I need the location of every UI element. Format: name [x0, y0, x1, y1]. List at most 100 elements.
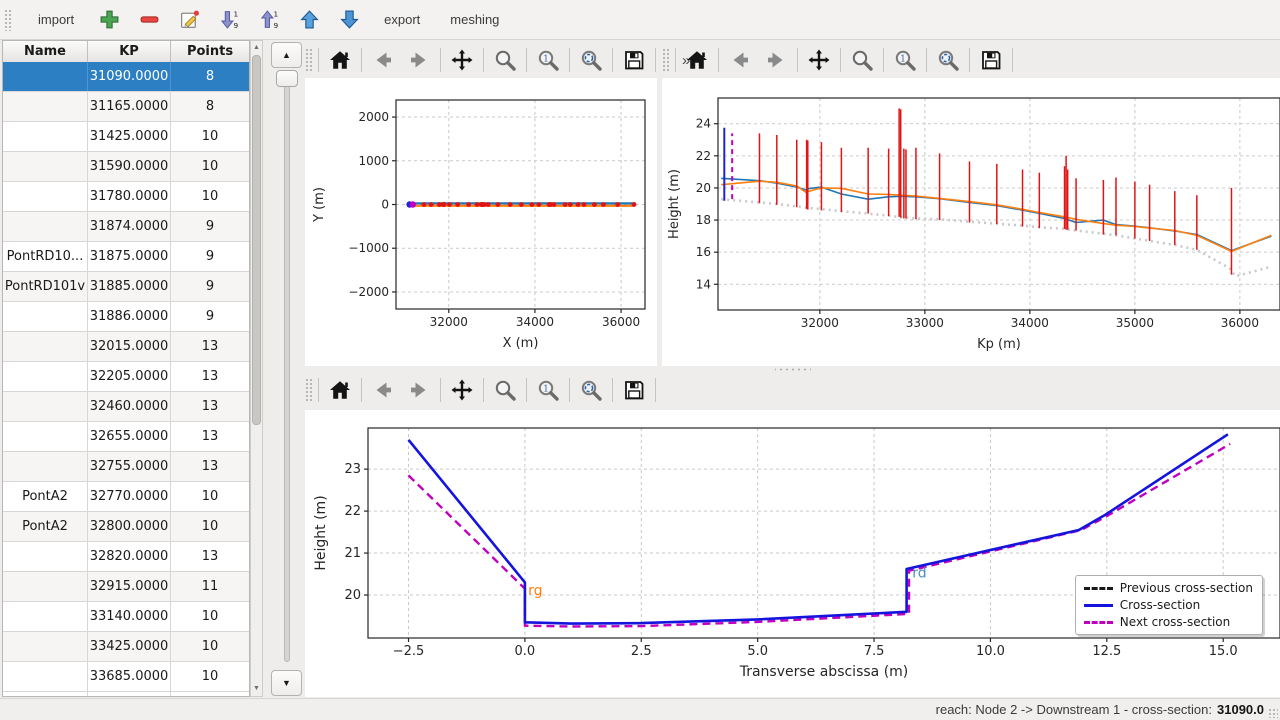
remove-section-button[interactable] [136, 7, 162, 33]
name-cell[interactable]: PontRD101v [3, 272, 88, 301]
table-row[interactable]: PontA2 32770.0000 10 [3, 482, 249, 512]
name-cell[interactable] [3, 122, 88, 151]
points-cell[interactable]: 13 [201, 549, 219, 564]
points-cell[interactable]: 10 [201, 519, 219, 534]
kp-cell[interactable]: 33140.0000 [88, 602, 171, 631]
home-button[interactable] [325, 46, 355, 74]
zoom-in-one-button[interactable]: 1 [890, 46, 920, 74]
section-slider-handle[interactable] [276, 70, 298, 87]
zoom-in-one-button[interactable]: 1 [533, 46, 563, 74]
zoom-button[interactable] [847, 46, 877, 74]
kp-cell[interactable]: 31780.0000 [88, 182, 171, 211]
name-cell[interactable] [3, 362, 88, 391]
kp-cell[interactable]: 32655.0000 [88, 422, 171, 451]
zoom-button[interactable] [490, 376, 520, 404]
toolbar-drag-handle[interactable] [305, 378, 312, 402]
table-row[interactable]: 32755.0000 13 [3, 452, 249, 482]
table-row[interactable]: 33425.0000 10 [3, 632, 249, 662]
table-row[interactable]: 31090.0000 8 [3, 62, 249, 92]
points-cell[interactable]: 10 [201, 129, 219, 144]
table-row[interactable]: 32015.0000 13 [3, 332, 249, 362]
kp-cell[interactable]: 31885.0000 [88, 272, 171, 301]
pan-button[interactable] [804, 46, 834, 74]
points-cell[interactable]: 13 [201, 399, 219, 414]
profile-view-figure[interactable]: 32000 33000 34000 35000 36000 14 16 18 20 22 24 Kp … [662, 78, 1280, 366]
table-row-partial[interactable] [3, 692, 249, 696]
name-cell[interactable] [3, 452, 88, 481]
scrollbar-thumb[interactable] [252, 55, 261, 425]
move-down-button[interactable] [336, 7, 362, 33]
name-cell[interactable] [3, 572, 88, 601]
pan-button[interactable] [447, 46, 477, 74]
name-cell[interactable] [3, 542, 88, 571]
kp-cell[interactable]: 32800.0000 [88, 512, 171, 541]
save-button[interactable] [619, 46, 649, 74]
kp-cell[interactable]: 32205.0000 [88, 362, 171, 391]
points-cell[interactable]: 10 [201, 639, 219, 654]
table-row[interactable]: PontRD10... 31875.0000 9 [3, 242, 249, 272]
table-row[interactable]: 32820.0000 13 [3, 542, 249, 572]
name-cell[interactable] [3, 632, 88, 661]
name-cell[interactable] [3, 422, 88, 451]
toolbar-drag-handle[interactable] [305, 48, 312, 72]
kp-cell[interactable]: 32820.0000 [88, 542, 171, 571]
points-cell[interactable]: 9 [205, 219, 215, 234]
name-cell[interactable] [3, 662, 88, 691]
table-row[interactable]: 33140.0000 10 [3, 602, 249, 632]
points-cell[interactable]: 10 [201, 609, 219, 624]
kp-cell[interactable]: 31165.0000 [88, 92, 171, 121]
name-cell[interactable] [3, 302, 88, 331]
export-button[interactable]: export [384, 12, 421, 27]
next-section-button[interactable]: ▼ [271, 670, 302, 696]
toolbar-drag-handle[interactable] [4, 8, 12, 31]
toolbar-overflow-button[interactable]: » [682, 51, 691, 69]
pan-button[interactable] [447, 376, 477, 404]
points-cell[interactable]: 13 [201, 339, 219, 354]
points-cell[interactable]: 9 [205, 249, 215, 264]
table-row[interactable]: PontA2 32800.0000 10 [3, 512, 249, 542]
kp-cell[interactable]: 32770.0000 [88, 482, 171, 511]
zoom-in-one-button[interactable]: 1 [533, 376, 563, 404]
zoom-sync-button[interactable] [576, 46, 606, 74]
table-row[interactable]: 31886.0000 9 [3, 302, 249, 332]
column-header-name[interactable]: Name [3, 41, 88, 62]
name-cell[interactable] [3, 92, 88, 121]
table-row[interactable]: 32460.0000 13 [3, 392, 249, 422]
kp-cell[interactable]: 33425.0000 [88, 632, 171, 661]
name-cell[interactable]: PontA2 [3, 512, 88, 541]
save-button[interactable] [619, 376, 649, 404]
table-row[interactable]: 31874.0000 9 [3, 212, 249, 242]
forward-button[interactable] [404, 376, 434, 404]
name-cell[interactable] [3, 62, 88, 91]
name-cell[interactable] [3, 602, 88, 631]
table-row[interactable]: 33685.0000 10 [3, 662, 249, 692]
plan-view-canvas[interactable]: 32000 34000 36000 −2000 −1000 0 1000 2000 X (m) Y… [305, 78, 657, 366]
kp-cell[interactable]: 32015.0000 [88, 332, 171, 361]
kp-cell[interactable]: 31090.0000 [88, 62, 171, 91]
back-button[interactable] [368, 46, 398, 74]
cross-section-figure[interactable]: −2.5 0.0 2.5 5.0 7.5 10.0 12.5 15.0 20 21 22 23 Tran… [305, 410, 1280, 697]
table-row[interactable]: 31780.0000 10 [3, 182, 249, 212]
meshing-button[interactable]: meshing [450, 12, 500, 27]
kp-cell[interactable]: 32755.0000 [88, 452, 171, 481]
column-header-points[interactable]: Points [186, 44, 234, 59]
previous-section-button[interactable]: ▲ [271, 42, 302, 68]
table-row[interactable]: PontRD101v 31885.0000 9 [3, 272, 249, 302]
name-cell[interactable] [3, 182, 88, 211]
points-cell[interactable]: 10 [201, 159, 219, 174]
scrollbar-up-icon[interactable]: ▲ [253, 44, 260, 51]
table-row[interactable]: 31165.0000 8 [3, 92, 249, 122]
points-cell[interactable]: 9 [205, 309, 215, 324]
kp-cell[interactable]: 32915.0000 [88, 572, 171, 601]
column-header-kp[interactable]: KP [88, 41, 171, 62]
section-slider-track[interactable] [284, 74, 290, 662]
save-button[interactable] [976, 46, 1006, 74]
move-up-button[interactable] [296, 7, 322, 33]
back-button[interactable] [368, 376, 398, 404]
table-row[interactable]: 31590.0000 10 [3, 152, 249, 182]
table-scrollbar[interactable]: ▲ ▼ [250, 40, 263, 697]
points-cell[interactable]: 11 [201, 579, 219, 594]
kp-cell[interactable]: 31886.0000 [88, 302, 171, 331]
back-button[interactable] [725, 46, 755, 74]
